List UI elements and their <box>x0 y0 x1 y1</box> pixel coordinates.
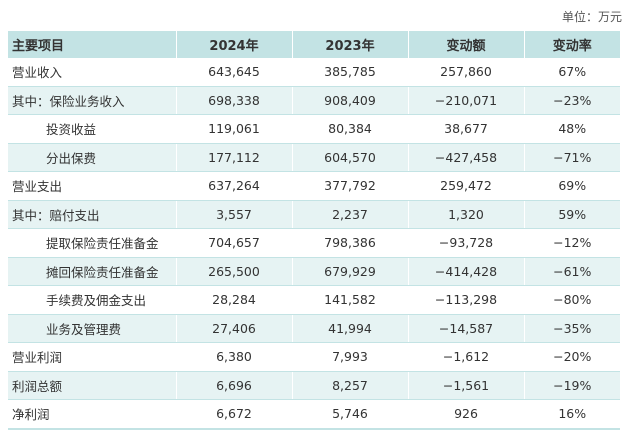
row-rate-cell: 16% <box>524 399 620 430</box>
row-rate-cell: −19% <box>524 371 620 400</box>
row-change-cell: −210,071 <box>408 86 525 115</box>
header-rate: 变动率 <box>524 31 620 58</box>
row-rate-cell: −23% <box>524 86 620 115</box>
header-row: 主要项目 2024年 2023年 变动额 变动率 <box>8 31 620 58</box>
row-rate-cell: 69% <box>524 171 620 201</box>
row-change-cell: 926 <box>408 399 525 430</box>
row-2023-cell: 5,746 <box>292 399 409 430</box>
table-body: 营业收入 643,645 385,785 257,860 67% 其中：保险业务收入 698… <box>8 58 620 430</box>
row-2023-cell: 908,409 <box>292 86 409 115</box>
table-row: 业务及管理费 27,406 41,994 −14,587 −35% <box>8 314 620 343</box>
row-rate-cell: 67% <box>524 58 620 87</box>
row-change-cell: −1,612 <box>408 342 525 372</box>
row-change-cell: −427,458 <box>408 143 525 172</box>
table-row: 投资收益 119,061 80,384 38,677 48% <box>8 114 620 144</box>
table-row: 营业利润 6,380 7,993 −1,612 −20% <box>8 342 620 372</box>
table-row: 利润总额 6,696 8,257 −1,561 −19% <box>8 371 620 400</box>
table-header: 主要项目 2024年 2023年 变动额 变动率 <box>8 31 620 58</box>
row-2024-cell: 265,500 <box>176 257 293 286</box>
row-rate-cell: −20% <box>524 342 620 372</box>
row-item-cell: 投资收益 <box>8 114 177 144</box>
row-item-cell: 分出保费 <box>8 143 177 172</box>
row-rate-cell: −12% <box>524 228 620 258</box>
row-2023-cell: 8,257 <box>292 371 409 400</box>
row-change-cell: −1,561 <box>408 371 525 400</box>
table-row: 营业收入 643,645 385,785 257,860 67% <box>8 58 620 87</box>
row-rate-cell: −61% <box>524 257 620 286</box>
table-row: 营业支出 637,264 377,792 259,472 69% <box>8 171 620 201</box>
row-2023-cell: 377,792 <box>292 171 409 201</box>
row-2024-cell: 27,406 <box>176 314 293 343</box>
row-2024-cell: 6,696 <box>176 371 293 400</box>
row-rate-cell: −35% <box>524 314 620 343</box>
row-2024-cell: 643,645 <box>176 58 293 87</box>
row-2023-cell: 798,386 <box>292 228 409 258</box>
row-item-cell: 业务及管理费 <box>8 314 177 343</box>
row-rate-cell: −80% <box>524 285 620 315</box>
row-item-cell: 提取保险责任准备金 <box>8 228 177 258</box>
row-2024-cell: 6,380 <box>176 342 293 372</box>
row-2023-cell: 385,785 <box>292 58 409 87</box>
row-rate-cell: −71% <box>524 143 620 172</box>
row-item-cell: 营业利润 <box>8 342 177 372</box>
header-2023: 2023年 <box>292 31 409 58</box>
row-item-cell: 净利润 <box>8 399 177 430</box>
row-rate-cell: 48% <box>524 114 620 144</box>
row-2023-cell: 604,570 <box>292 143 409 172</box>
row-item-cell: 营业收入 <box>8 58 177 87</box>
row-2023-cell: 141,582 <box>292 285 409 315</box>
row-item-cell: 其中：赔付支出 <box>8 200 177 229</box>
row-item-cell: 手续费及佣金支出 <box>8 285 177 315</box>
table-row: 分出保费 177,112 604,570 −427,458 −71% <box>8 143 620 172</box>
table-row: 净利润 6,672 5,746 926 16% <box>8 399 620 430</box>
row-change-cell: 257,860 <box>408 58 525 87</box>
table-row: 手续费及佣金支出 28,284 141,582 −113,298 −80% <box>8 285 620 315</box>
row-2023-cell: 80,384 <box>292 114 409 144</box>
header-2024: 2024年 <box>176 31 293 58</box>
row-2023-cell: 41,994 <box>292 314 409 343</box>
table-row: 其中：赔付支出 3,557 2,237 1,320 59% <box>8 200 620 229</box>
row-item-cell: 摊回保险责任准备金 <box>8 257 177 286</box>
row-change-cell: 1,320 <box>408 200 525 229</box>
row-2024-cell: 6,672 <box>176 399 293 430</box>
row-2024-cell: 177,112 <box>176 143 293 172</box>
row-change-cell: −113,298 <box>408 285 525 315</box>
row-2024-cell: 3,557 <box>176 200 293 229</box>
row-2024-cell: 119,061 <box>176 114 293 144</box>
row-change-cell: 259,472 <box>408 171 525 201</box>
row-rate-cell: 59% <box>524 200 620 229</box>
unit-label: 单位：万元 <box>561 10 622 24</box>
row-item-cell: 其中：保险业务收入 <box>8 86 177 115</box>
row-change-cell: −93,728 <box>408 228 525 258</box>
row-change-cell: −414,428 <box>408 257 525 286</box>
row-2023-cell: 2,237 <box>292 200 409 229</box>
row-2023-cell: 679,929 <box>292 257 409 286</box>
header-item: 主要项目 <box>8 31 177 58</box>
table-row: 提取保险责任准备金 704,657 798,386 −93,728 −12% <box>8 228 620 258</box>
row-change-cell: −14,587 <box>408 314 525 343</box>
table-row: 摊回保险责任准备金 265,500 679,929 −414,428 −61% <box>8 257 620 286</box>
row-2023-cell: 7,993 <box>292 342 409 372</box>
row-item-cell: 营业支出 <box>8 171 177 201</box>
row-2024-cell: 28,284 <box>176 285 293 315</box>
row-2024-cell: 637,264 <box>176 171 293 201</box>
header-change: 变动额 <box>408 31 525 58</box>
row-item-cell: 利润总额 <box>8 371 177 400</box>
table-row: 其中：保险业务收入 698,338 908,409 −210,071 −23% <box>8 86 620 115</box>
row-2024-cell: 704,657 <box>176 228 293 258</box>
row-2024-cell: 698,338 <box>176 86 293 115</box>
row-change-cell: 38,677 <box>408 114 525 144</box>
financial-summary-table: 主要项目 2024年 2023年 变动额 变动率 营业收入 643,645 385,… <box>8 31 620 430</box>
